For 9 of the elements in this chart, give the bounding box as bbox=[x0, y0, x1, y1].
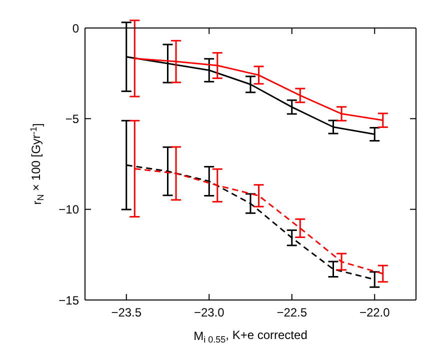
x-tick-label: −22.0 bbox=[359, 306, 390, 320]
y-tick-label: 0 bbox=[72, 21, 80, 36]
x-tick-label: −23.0 bbox=[194, 306, 225, 320]
x-tick-label: −23.5 bbox=[111, 306, 142, 320]
y-tick-label: −5 bbox=[65, 112, 80, 126]
y-tick-label: −15 bbox=[58, 293, 80, 308]
x-axis-title: M$_{i 0.55}$, K+e corrected bbox=[194, 328, 308, 345]
x-tick-label: −22.5 bbox=[276, 306, 308, 320]
y-tick-label: −10 bbox=[58, 202, 80, 217]
